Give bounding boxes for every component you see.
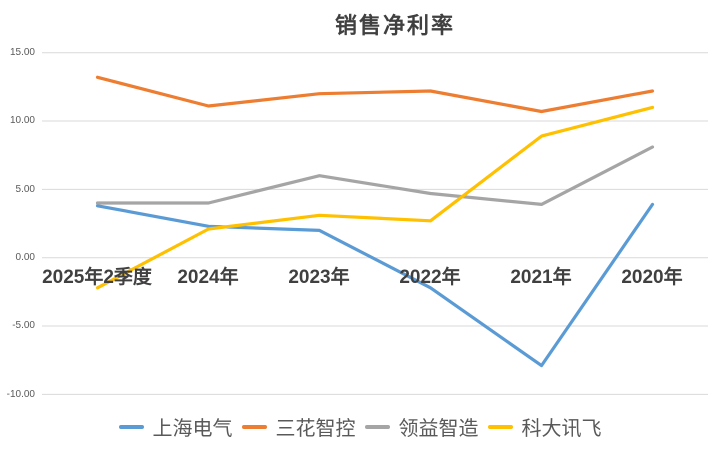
series-line (95, 105, 655, 290)
series-line (95, 202, 655, 368)
legend-item: 领益智造 (364, 412, 479, 441)
legend-label: 科大讯飞 (521, 416, 602, 440)
legend-line-marker-icon (118, 424, 144, 429)
x-axis-category-label: 2023年 (288, 267, 350, 288)
legend-label: 三花智控 (275, 416, 356, 440)
legend-line-marker-icon (487, 424, 513, 429)
x-axis-category-label: 2024年 (177, 267, 239, 288)
series-line (95, 145, 655, 206)
legend-item: 上海电气 (118, 412, 233, 441)
y-axis-tick-label: 15.00 (9, 47, 35, 58)
legend-label: 领益智造 (398, 416, 479, 440)
legend-line-marker-icon (364, 424, 390, 429)
series-line (95, 75, 655, 114)
x-axis-category-label: 2021年 (510, 267, 572, 288)
x-axis-category-label: 2025年2季度 (42, 267, 152, 288)
legend-label: 上海电气 (152, 416, 233, 440)
legend-line-marker-icon (241, 424, 267, 429)
legend-item: 科大讯飞 (487, 412, 602, 441)
chart-title: 销售净利率 (334, 13, 455, 39)
x-axis-category-label: 2020年 (621, 267, 683, 288)
y-axis-tick-label: 0.00 (15, 252, 35, 263)
legend-item: 三花智控 (241, 412, 356, 441)
x-axis-category-label: 2022年 (399, 267, 461, 288)
y-axis-tick-label: 10.00 (9, 115, 35, 126)
legend: 上海电气 三花智控 领益智造 科大讯飞 (0, 412, 720, 441)
y-axis-tick-label: -10.00 (6, 389, 35, 400)
y-axis-tick-label: -5.00 (12, 320, 35, 331)
y-axis-tick-label: 5.00 (15, 184, 35, 195)
